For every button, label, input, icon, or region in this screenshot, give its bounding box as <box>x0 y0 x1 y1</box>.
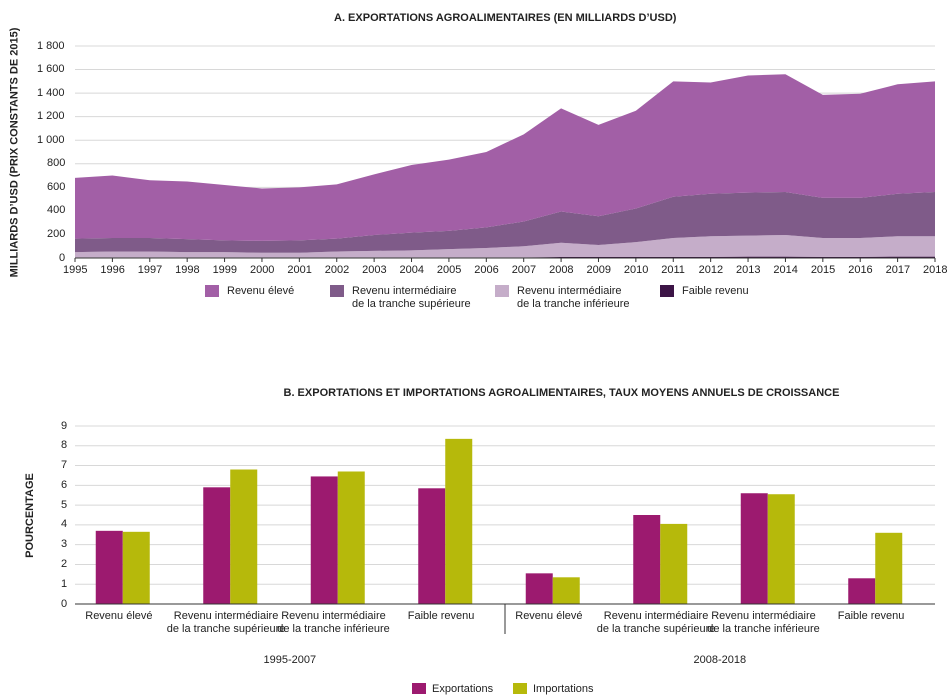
x-tick-label: 2007 <box>511 263 537 276</box>
y-tick-label: 1 400 <box>37 86 65 99</box>
bar <box>337 471 365 604</box>
area <box>75 192 935 253</box>
y-tick-label: 6 <box>61 478 68 491</box>
x-tick-label: 2002 <box>324 263 350 276</box>
y-tick-label: 5 <box>61 498 68 511</box>
x-tick-label: 2013 <box>736 263 761 276</box>
legend-label: Revenu intermédiaire de la tranche infér… <box>517 285 630 310</box>
bar <box>767 494 795 604</box>
x-tick-label: Revenu intermédiaire de la tranche supér… <box>166 610 286 635</box>
area <box>75 235 935 258</box>
x-tick-label: 2004 <box>399 263 424 276</box>
x-tick-label: 2014 <box>773 263 798 276</box>
x-tick-label: 1996 <box>100 263 125 276</box>
y-tick-label: 1 200 <box>37 110 65 123</box>
x-tick-label: 2009 <box>586 263 611 276</box>
x-tick-label: 2011 <box>661 263 685 276</box>
y-tick-label: 1 600 <box>37 63 65 76</box>
legend-swatch <box>513 683 527 694</box>
x-tick-label: 2008 <box>549 263 574 276</box>
x-tick-label: 2000 <box>249 263 275 276</box>
bar <box>310 476 338 604</box>
bar <box>230 469 258 604</box>
x-tick-label: Revenu intermédiaire de la tranche supér… <box>596 610 716 635</box>
y-tick-label: 400 <box>47 204 66 217</box>
area <box>75 74 935 241</box>
x-tick-label: Revenu élevé <box>85 610 153 622</box>
y-tick-label: 8 <box>61 439 68 452</box>
x-tick-label: 2003 <box>362 263 387 276</box>
y-tick-label: 4 <box>61 518 68 531</box>
x-tick-label: 2001 <box>287 263 312 276</box>
x-tick-label: 2016 <box>848 263 873 276</box>
y-tick-label: 200 <box>47 227 66 240</box>
group-label: 1995-2007 <box>263 653 317 666</box>
bar <box>203 487 231 604</box>
x-tick-label: 2017 <box>885 263 911 276</box>
x-tick-label: 2012 <box>698 263 724 276</box>
x-tick-label: 2018 <box>923 263 948 276</box>
legend-label: Revenu élevé <box>227 285 295 297</box>
bar <box>445 438 473 604</box>
y-axis-label: POURCENTAGE <box>23 472 36 558</box>
legend-label: Revenu intermédiaire de la tranche supér… <box>352 285 471 310</box>
bar <box>418 488 446 604</box>
x-tick-label: Faible revenu <box>837 610 905 622</box>
bar <box>660 523 688 604</box>
y-tick-label: 0 <box>59 251 66 264</box>
y-tick-label: 0 <box>61 597 68 610</box>
bar <box>525 573 553 604</box>
x-tick-label: Revenu intermédiaire de la tranche infér… <box>277 610 390 635</box>
bar <box>95 530 123 604</box>
x-tick-label: 2006 <box>474 263 499 276</box>
bar <box>875 532 903 604</box>
group-label: 2008-2018 <box>693 653 747 666</box>
bar <box>848 578 876 604</box>
x-tick-label: 2010 <box>623 263 649 276</box>
y-axis-label: MILLIARDS D’USD (PRIX CONSTANTS DE 2015) <box>8 27 21 277</box>
legend-label: Importations <box>533 682 594 695</box>
bar <box>122 531 150 604</box>
legend-label: Faible revenu <box>682 285 749 297</box>
y-tick-label: 800 <box>47 157 66 170</box>
chart-title: A. EXPORTATIONS AGROALIMENTAIRES (EN MIL… <box>334 11 677 24</box>
y-tick-label: 2 <box>61 557 68 570</box>
x-tick-label: 1997 <box>137 263 163 276</box>
legend-label: Exportations <box>432 682 494 695</box>
x-tick-label: 1998 <box>175 263 200 276</box>
x-tick-label: 2015 <box>810 263 836 276</box>
x-tick-label: Faible revenu <box>407 610 475 622</box>
bar <box>740 493 768 604</box>
y-tick-label: 1 800 <box>37 39 65 52</box>
x-tick-label: 1999 <box>212 263 238 276</box>
chart-title: B. EXPORTATIONS ET IMPORTATIONS AGROALIM… <box>283 387 840 399</box>
y-tick-label: 1 000 <box>37 133 65 146</box>
legend-swatch <box>205 285 219 297</box>
x-tick-label: 1995 <box>63 263 88 276</box>
bar <box>633 515 661 604</box>
legend-swatch <box>412 683 426 694</box>
legend-swatch <box>495 285 509 297</box>
legend-swatch <box>660 285 674 297</box>
y-tick-label: 1 <box>61 577 68 590</box>
bar <box>552 577 580 604</box>
x-tick-label: Revenu élevé <box>515 610 583 622</box>
y-tick-label: 7 <box>61 459 68 472</box>
x-tick-label: Revenu intermédiaire de la tranche infér… <box>707 610 820 635</box>
x-tick-label: 2005 <box>436 263 462 276</box>
y-tick-label: 3 <box>61 538 68 551</box>
y-tick-label: 9 <box>61 419 68 432</box>
y-tick-label: 600 <box>47 180 66 193</box>
legend-swatch <box>330 285 344 297</box>
